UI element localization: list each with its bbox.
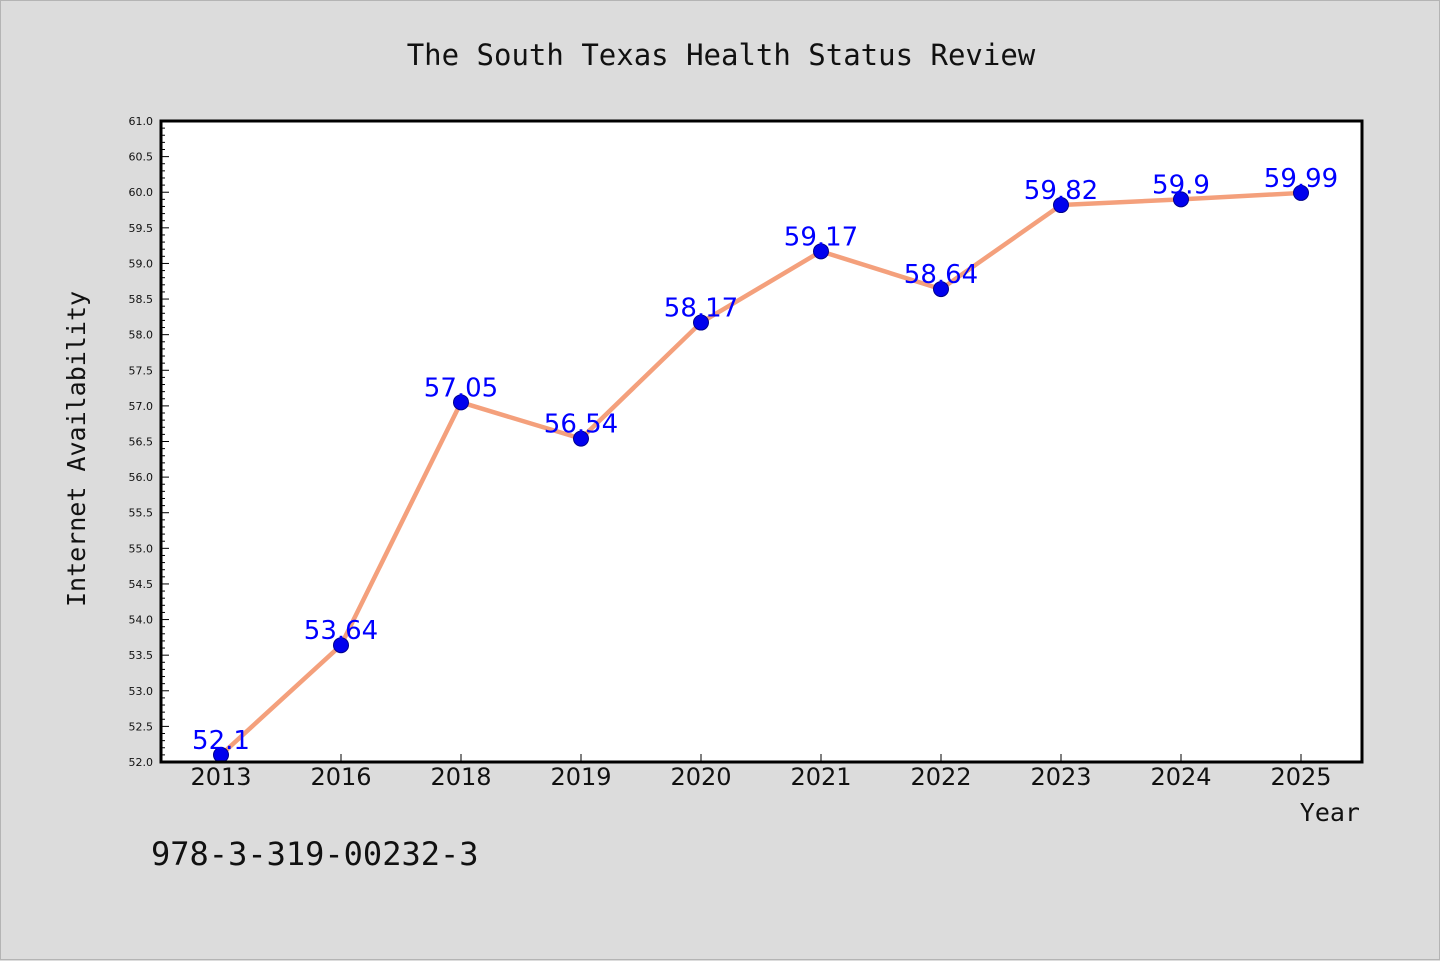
data-label: 59.9 bbox=[1152, 170, 1210, 200]
data-label: 59.99 bbox=[1264, 164, 1338, 194]
y-tick-label: 58.0 bbox=[129, 329, 154, 342]
y-tick-label: 57.0 bbox=[129, 400, 154, 413]
y-tick-label: 61.0 bbox=[129, 115, 154, 128]
y-tick-label: 53.5 bbox=[129, 649, 154, 662]
x-tick-label: 2024 bbox=[1150, 763, 1211, 791]
data-point bbox=[1173, 191, 1189, 208]
data-point bbox=[813, 243, 829, 260]
y-tick-label: 59.0 bbox=[129, 257, 154, 270]
plot-frame bbox=[159, 119, 1364, 764]
data-label: 59.82 bbox=[1024, 176, 1098, 206]
y-tick-label: 55.0 bbox=[129, 542, 154, 555]
y-tick-label: 56.0 bbox=[129, 471, 154, 484]
data-label: 56.54 bbox=[544, 410, 618, 440]
data-label: 53.64 bbox=[304, 616, 378, 646]
x-tick-label: 2023 bbox=[1030, 763, 1091, 791]
y-tick-label: 54.0 bbox=[129, 614, 154, 627]
data-point bbox=[453, 394, 469, 411]
series-line bbox=[219, 190, 1302, 757]
y-tick-label: 53.0 bbox=[129, 685, 154, 698]
data-label: 59.17 bbox=[784, 222, 858, 252]
x-tick-label: 2019 bbox=[550, 763, 611, 791]
y-tick-label: 59.5 bbox=[129, 222, 154, 235]
data-point bbox=[333, 637, 349, 654]
data-label: 58.17 bbox=[664, 294, 738, 324]
y-tick-label: 52.5 bbox=[129, 720, 154, 733]
plot-area bbox=[161, 121, 1362, 762]
series-layer: 52.1 53.64 57.05 56.54 58.17 59.17 58.64 59.82 5… bbox=[192, 164, 1338, 763]
data-label: 58.64 bbox=[904, 260, 978, 290]
data-point bbox=[1053, 197, 1069, 214]
data-label: 52.1 bbox=[192, 726, 250, 756]
x-tick-label: 2018 bbox=[430, 763, 491, 791]
y-tick-label: 55.5 bbox=[129, 507, 154, 520]
isbn-text: 978-3-319-00232-3 bbox=[151, 835, 479, 873]
x-tick-label: 2025 bbox=[1270, 763, 1331, 791]
x-tick-label: 2013 bbox=[190, 763, 251, 791]
y-axis-label: Internet Availability bbox=[62, 291, 91, 607]
x-axis-label: Year bbox=[1300, 798, 1360, 827]
data-label: 57.05 bbox=[424, 373, 498, 403]
data-point bbox=[693, 314, 709, 331]
chart-title: The South Texas Health Status Review bbox=[407, 38, 1036, 72]
y-tick-label: 54.5 bbox=[129, 578, 154, 591]
x-tick-label: 2021 bbox=[790, 763, 851, 791]
y-tick-label: 58.5 bbox=[129, 293, 154, 306]
x-tick-label: 2020 bbox=[670, 763, 731, 791]
y-tick-label: 57.5 bbox=[129, 364, 154, 377]
x-axis: 2013 2016 2018 2019 2020 2021 2022 2023 2024 2025 bbox=[190, 754, 1332, 791]
y-tick-label: 60.5 bbox=[129, 151, 154, 164]
x-tick-label: 2016 bbox=[310, 763, 371, 791]
data-point bbox=[933, 281, 949, 298]
y-tick-label: 52.0 bbox=[129, 756, 154, 769]
data-point bbox=[1293, 184, 1309, 201]
y-tick-label: 56.5 bbox=[129, 436, 154, 449]
x-tick-label: 2022 bbox=[910, 763, 971, 791]
data-point bbox=[573, 430, 589, 447]
y-tick-label: 60.0 bbox=[129, 186, 154, 199]
